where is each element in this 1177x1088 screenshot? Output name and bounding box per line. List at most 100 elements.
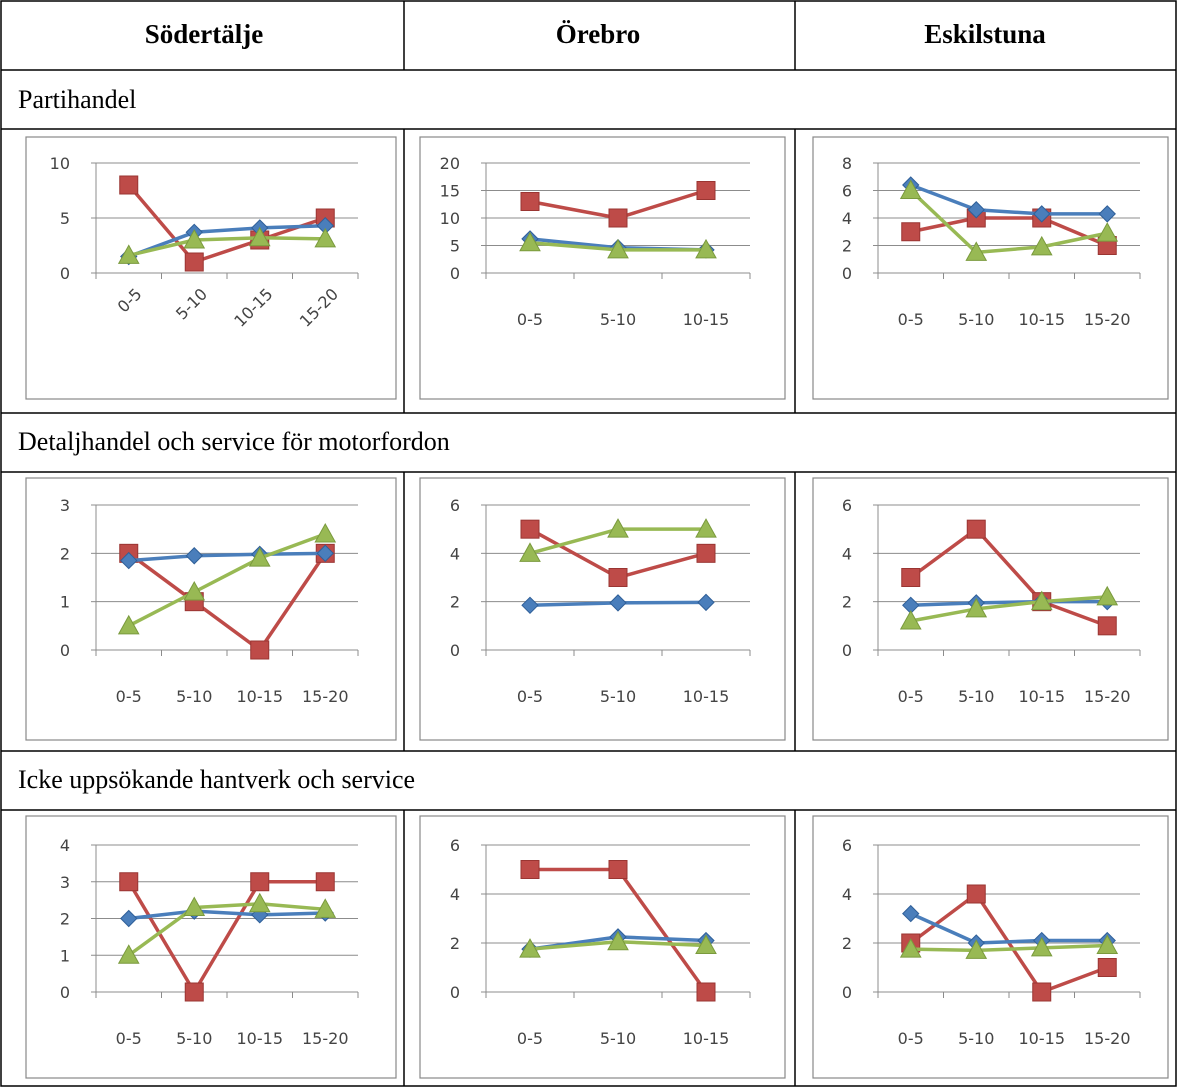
data-point-triangle <box>248 892 271 913</box>
data-point-triangle <box>899 938 922 958</box>
series-line <box>128 236 326 258</box>
chart-frame <box>25 136 397 400</box>
y-tick-label: 3 <box>60 496 70 515</box>
data-point-square <box>184 252 204 272</box>
y-tick-label: 0 <box>450 264 460 283</box>
data-point-triangle <box>117 244 140 264</box>
data-point-triangle <box>965 241 988 261</box>
chart-panel: 0 2 4 6 0-5 5-10 10-15 15-20 <box>812 477 1169 741</box>
data-point-triangle <box>1096 222 1119 242</box>
data-point-diamond <box>967 201 985 219</box>
series-line <box>910 943 1108 953</box>
data-point-triangle <box>183 896 206 916</box>
data-point-triangle <box>117 944 140 964</box>
data-point-triangle <box>899 179 922 199</box>
data-point-triangle <box>607 518 629 538</box>
y-tick-label: 2 <box>60 544 70 563</box>
y-tick-label: 10 <box>440 209 460 228</box>
data-point-square <box>608 568 628 587</box>
x-tick-label: 15-20 <box>1084 687 1131 706</box>
chart-panel: 0 2 4 6 0-5 5-10 10-15 <box>419 815 786 1079</box>
data-point-square <box>1097 958 1117 977</box>
data-point-square <box>315 872 335 892</box>
x-tick-label: 15-20 <box>302 1029 349 1048</box>
data-point-triangle <box>519 231 541 252</box>
y-tick-label: 5 <box>60 209 70 228</box>
data-point-triangle <box>1030 235 1053 256</box>
chart-frame <box>25 477 397 741</box>
x-tick-label: 10-15 <box>683 687 730 706</box>
data-point-square <box>250 872 270 892</box>
y-tick-label: 0 <box>60 983 70 1002</box>
data-point-triangle <box>1096 934 1119 954</box>
data-point-triangle <box>314 898 337 918</box>
data-point-diamond <box>697 593 715 612</box>
data-point-square <box>184 982 204 1002</box>
y-tick-label: 0 <box>842 264 852 283</box>
data-point-triangle <box>1030 590 1053 611</box>
data-point-square <box>119 175 139 195</box>
section-label-hantverk: Icke uppsökande hantverk och service <box>18 765 415 794</box>
series-line <box>910 912 1108 945</box>
series-line <box>127 902 326 957</box>
chart-frame <box>812 815 1169 1079</box>
y-tick-label: 10 <box>50 154 70 173</box>
x-tick-label: 10-15 <box>683 310 730 329</box>
data-point-diamond <box>1098 205 1116 223</box>
series-line <box>909 189 1108 255</box>
x-tick-label: 15-20 <box>302 687 349 706</box>
y-tick-label: 5 <box>450 237 460 256</box>
x-tick-label: 0-5 <box>116 687 142 706</box>
x-tick-label: 15-20 <box>1084 1029 1131 1048</box>
data-point-square <box>520 192 540 211</box>
series-line <box>127 532 326 628</box>
series-line <box>128 909 326 921</box>
data-point-triangle <box>695 934 717 954</box>
x-tick-label: 0-5 <box>517 310 543 329</box>
data-point-triangle <box>607 930 629 951</box>
chart-panel: 0 1 2 3 4 0-5 5-10 10-15 15-20 <box>25 815 397 1079</box>
data-point-diamond <box>902 904 920 923</box>
data-point-triangle <box>695 518 717 538</box>
data-point-square <box>520 860 540 879</box>
x-tick-label: 5-10 <box>958 1029 994 1048</box>
x-tick-label: 10-15 <box>1019 1029 1066 1048</box>
x-tick-label: 10-15 <box>683 1029 730 1048</box>
data-point-square <box>608 860 628 879</box>
x-tick-label: 5-10 <box>958 310 994 329</box>
series-line <box>128 223 326 259</box>
data-point-triangle <box>248 226 271 247</box>
data-point-square <box>901 222 921 242</box>
x-tick-label: 5-10 <box>600 310 636 329</box>
data-point-triangle <box>899 609 922 630</box>
chart-frame <box>419 815 786 1079</box>
y-tick-label: 4 <box>450 885 460 904</box>
y-tick-label: 4 <box>60 836 70 855</box>
chart-frame <box>419 477 786 741</box>
y-tick-label: 6 <box>842 836 852 855</box>
y-tick-label: 8 <box>842 154 852 173</box>
y-tick-label: 6 <box>450 836 460 855</box>
y-tick-label: 4 <box>842 209 852 228</box>
section-label-detaljhandel: Detaljhandel och service för motorfordon <box>18 427 450 456</box>
series-line <box>910 595 1108 623</box>
x-tick-label: 0-5 <box>898 687 924 706</box>
chart-frame <box>419 136 786 400</box>
x-tick-label: 5-10 <box>600 687 636 706</box>
x-tick-label: 0-5 <box>898 1029 924 1048</box>
series-line <box>910 599 1108 608</box>
data-point-square <box>1097 616 1117 636</box>
y-tick-label: 20 <box>440 154 460 173</box>
data-point-triangle <box>519 938 541 958</box>
data-point-square <box>966 884 986 904</box>
y-tick-label: 6 <box>450 496 460 515</box>
data-point-square <box>250 640 270 660</box>
data-point-triangle <box>183 580 206 601</box>
data-point-square <box>696 982 716 1002</box>
x-tick-label: 0-5 <box>898 310 924 329</box>
data-point-square <box>901 568 921 587</box>
x-tick-label: 10-15 <box>1019 687 1066 706</box>
data-point-triangle <box>314 522 337 543</box>
